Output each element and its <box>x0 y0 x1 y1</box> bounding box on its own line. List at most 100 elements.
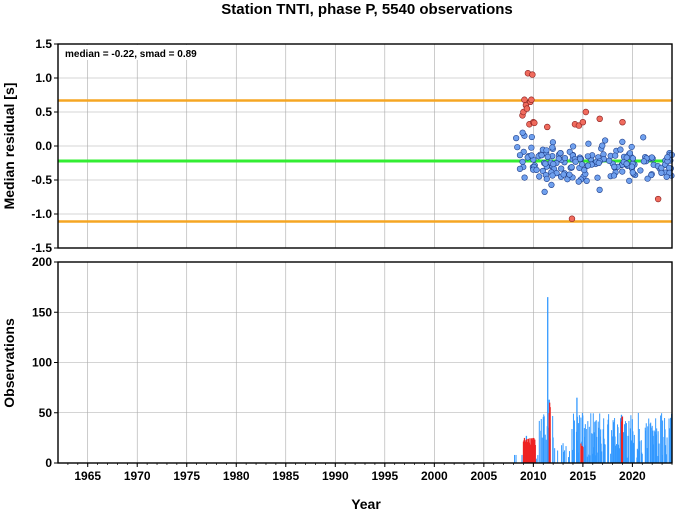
year-tick-label: 1995 <box>371 469 398 483</box>
inlier-point <box>519 158 526 165</box>
inlier-point <box>568 164 575 171</box>
inlier-point <box>519 129 526 136</box>
inlier-point <box>533 166 540 174</box>
residual-grid <box>58 43 672 249</box>
inlier-point <box>595 159 602 167</box>
inlier-point <box>541 188 548 196</box>
year-tick-label: 2010 <box>520 469 547 483</box>
observations-y-axis-label: Observations <box>1 318 17 408</box>
inlier-point <box>619 138 626 145</box>
inlier-point <box>548 181 555 188</box>
inlier-point <box>539 167 546 175</box>
inlier-point <box>602 137 609 144</box>
residual-y-tick-label: -1.0 <box>31 207 52 221</box>
year-tick-label: 2005 <box>470 469 497 483</box>
inlier-point <box>585 140 592 147</box>
inlier-point <box>599 142 606 149</box>
outlier-point <box>544 123 551 131</box>
inlier-point <box>611 163 618 170</box>
inlier-point <box>658 169 665 177</box>
residual-y-tick-label: -0.5 <box>31 173 52 187</box>
residual-y-tick-label: 0.5 <box>35 105 52 119</box>
inlier-point <box>619 168 626 175</box>
observations-panel: 200 150 100 50 0 1965 1970 1975 1980 1985 1990 199… <box>1 255 673 511</box>
inlier-point <box>640 158 648 165</box>
inlier-point <box>550 160 557 168</box>
inlier-point <box>528 152 535 159</box>
outlier-point <box>596 115 603 123</box>
inlier-point <box>570 143 577 150</box>
inlier-point <box>637 167 644 174</box>
outlier-point <box>523 105 531 112</box>
residual-y-axis-label: Median residual [s] <box>1 83 17 210</box>
inlier-point <box>516 152 524 159</box>
inlier-point <box>626 177 633 184</box>
residual-y-tick-label: 0.0 <box>35 139 52 153</box>
inlier-point <box>628 163 636 170</box>
inlier-point <box>560 171 567 178</box>
inlier-point <box>629 169 636 176</box>
outlier-point <box>619 118 626 126</box>
inlier-point <box>648 154 655 161</box>
inlier-point <box>664 154 671 161</box>
inlier-point <box>596 186 603 193</box>
inlier-point <box>542 160 549 167</box>
observations-y-tick-label: 100 <box>32 356 52 370</box>
year-tick-label: 1975 <box>173 469 200 483</box>
residual-points <box>513 70 675 222</box>
year-tick-label: 2000 <box>421 469 448 483</box>
inlier-point <box>549 139 556 146</box>
inlier-point <box>583 177 590 184</box>
inlier-point <box>578 161 586 168</box>
inlier-point <box>549 172 556 179</box>
residual-y-tick-label: 1.5 <box>35 37 52 51</box>
outlier-point <box>531 119 538 127</box>
inlier-point <box>640 134 647 141</box>
outlier-point <box>529 71 536 78</box>
inlier-point <box>543 147 550 154</box>
observations-y-tick-label: 50 <box>39 406 53 420</box>
inlier-point <box>584 162 592 169</box>
inlier-point <box>623 160 630 167</box>
residual-reference-lines <box>58 99 672 223</box>
inlier-point <box>538 152 545 159</box>
residual-panel: 1.5 1.0 0.5 0.0 -0.5 -1.0 -1.5 median = -0.22,… <box>1 37 675 255</box>
inlier-point <box>617 146 624 153</box>
inlier-point <box>572 158 579 165</box>
inlier-point <box>549 144 556 151</box>
outlier-point <box>568 215 576 222</box>
inlier-point <box>514 144 521 151</box>
inlier-point <box>584 153 591 160</box>
chart-title: Station TNTI, phase P, 5540 observations <box>221 1 512 18</box>
inlier-point <box>566 171 573 178</box>
inlier-point <box>536 173 543 180</box>
residual-y-ticks: 1.5 1.0 0.5 0.0 -0.5 -1.0 -1.5 <box>31 37 58 255</box>
year-tick-label: 2015 <box>570 469 597 483</box>
inlier-point <box>528 133 535 141</box>
inlier-point <box>628 143 635 151</box>
outlier-point <box>521 96 528 103</box>
year-tick-label: 1970 <box>124 469 151 483</box>
year-tick-label: 1985 <box>272 469 299 483</box>
inlier-point <box>581 166 588 174</box>
inlier-point <box>575 178 582 185</box>
inlier-point <box>561 155 569 162</box>
year-axis-label: Year <box>351 496 381 511</box>
year-tick-label: 1980 <box>223 469 250 483</box>
outlier-point <box>528 96 535 103</box>
inlier-point <box>663 173 670 180</box>
observations-y-ticks: 200 150 100 50 0 <box>32 255 58 470</box>
inlier-point <box>594 174 601 181</box>
inlier-point <box>629 155 637 162</box>
inlier-point <box>612 152 619 159</box>
inlier-point <box>516 165 524 172</box>
inlier-point <box>606 157 613 164</box>
inlier-point <box>521 174 528 181</box>
outlier-point <box>579 118 587 126</box>
annotation-background <box>62 45 232 60</box>
observations-y-tick-label: 200 <box>32 255 52 269</box>
inlier-point <box>626 150 634 157</box>
observations-bars <box>514 297 673 463</box>
inlier-point <box>557 150 564 157</box>
